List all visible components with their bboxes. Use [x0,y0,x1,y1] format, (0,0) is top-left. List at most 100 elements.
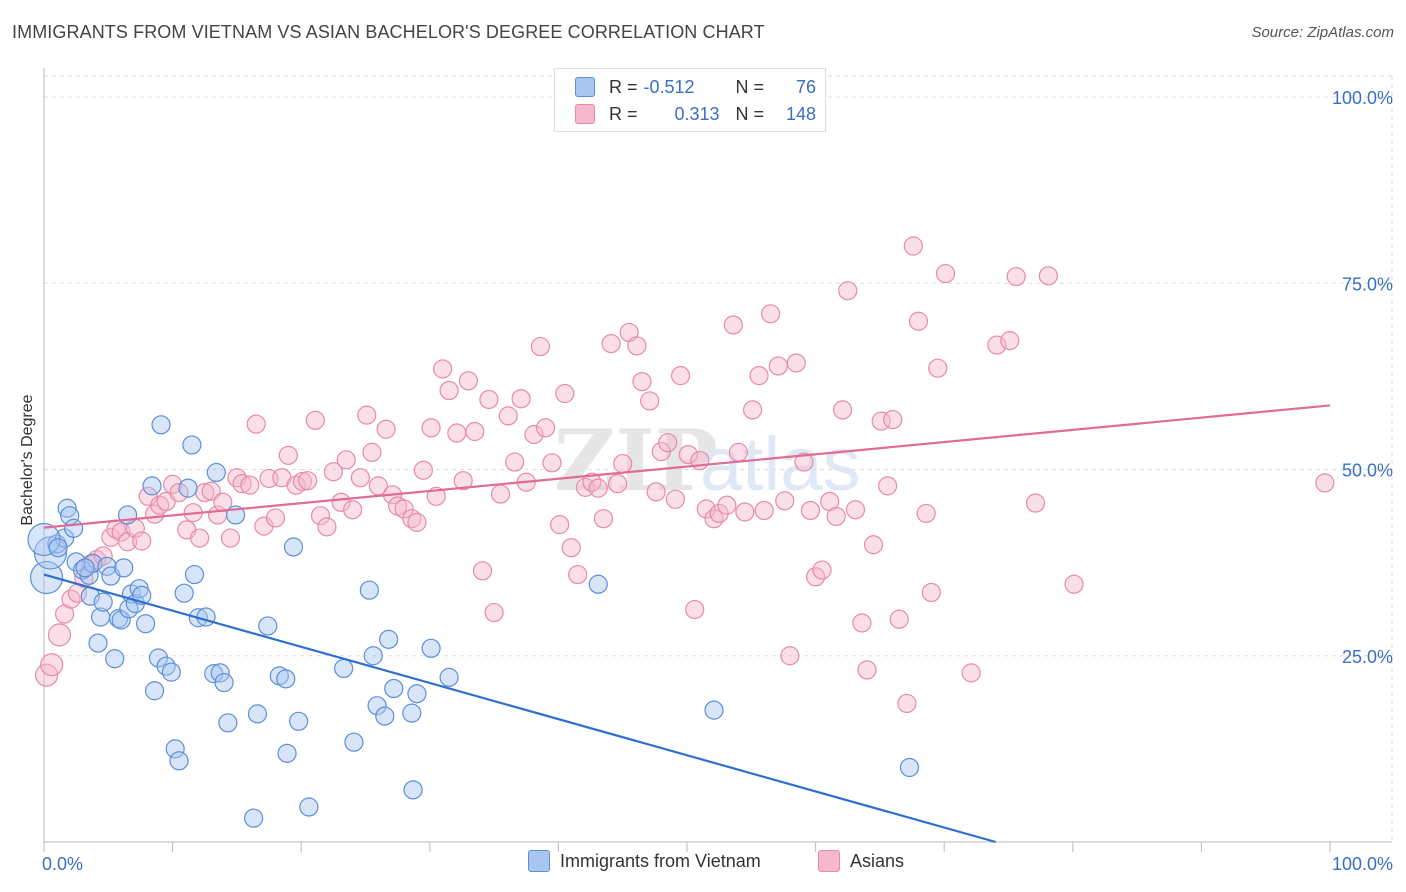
vietnam-point [151,415,171,435]
asians-point [47,623,72,647]
legend-item-asians: Asians [818,850,904,872]
vietnam-point [114,558,134,578]
asians-point [588,478,608,498]
asians-point [317,517,337,537]
asians-point [749,366,769,386]
asians-point [928,358,948,378]
vietnam-point [344,732,364,752]
vietnam-point [384,678,404,699]
asians-point [640,391,660,411]
asians-point [709,503,729,524]
vietnam-point [161,662,181,682]
asians-point [34,663,59,687]
asians-point [593,509,614,529]
vietnam-point [165,739,185,759]
vietnam-point [105,649,125,669]
vietnam-point [29,560,64,595]
asians-point [601,333,621,354]
vietnam-point [206,462,226,483]
vietnam-point [111,610,131,630]
asians-point [696,499,716,519]
asians-point [568,564,588,585]
stats-r-value-vietnam: -0.512 [643,76,695,97]
vietnam-points [27,415,920,828]
asians-point [665,489,686,509]
asians-points [34,236,1335,714]
asians-point [524,424,544,445]
axes [43,68,1392,852]
vietnam-point [439,667,459,687]
asians-point [530,336,550,357]
vietnam-point [169,751,189,771]
asians-point [775,491,795,511]
asians-point [535,418,556,438]
vietnam-point [899,757,920,778]
vietnam-point [367,696,387,716]
asians-point [232,474,252,494]
asians-point [863,535,884,555]
asians-point [632,371,652,392]
asians-point [838,281,858,301]
asians-point [350,468,370,488]
vietnam-point [144,681,165,701]
vietnam-point [97,556,117,576]
asians-point [278,445,298,465]
asians-point [447,423,467,443]
asians-point [490,484,511,504]
asians-point [1315,473,1335,493]
vietnam-point [75,558,95,578]
vietnam-point [88,633,108,653]
asians-point [627,336,647,356]
asians-point [357,405,377,425]
vietnam-point [363,646,383,666]
asians-point [201,481,221,501]
vietnam-point [334,658,354,679]
asians-point [833,400,853,420]
asians-point [74,568,94,588]
vietnam-point [403,780,423,800]
stats-swatch-asians [575,104,595,124]
vietnam-point [178,478,198,498]
legend-swatch-vietnam [528,850,550,872]
legend-swatch-asians [818,850,840,872]
stats-swatch-vietnam [575,77,595,97]
stats-r-label: R = [609,76,638,97]
asians-point [472,561,493,581]
asians-point [760,304,781,324]
y-tick-label: 50.0% [1342,461,1393,481]
asians-point [1038,266,1058,286]
stats-row-asians: R = 0.313 N = 148 [575,101,816,127]
asians-point [1000,331,1020,351]
stats-n-label: N = [735,103,765,124]
vietnam-point [218,713,238,733]
legend-label-vietnam: Immigrants from Vietnam [560,850,761,871]
asians-point [298,471,318,491]
asians-point [812,560,832,580]
vietnam-point [704,700,724,720]
asians-point [768,356,788,376]
x-tick-label: 100.0% [1332,854,1393,874]
asians-point [498,406,518,426]
asians-point [897,693,917,714]
asians-point [961,663,981,683]
asians-point [362,442,382,462]
asians-point [453,471,473,491]
asians-point [754,500,774,521]
asians-point [439,380,459,401]
asians-point [704,509,724,529]
asians-point [402,509,422,529]
asians-point [735,502,755,522]
asians-point [845,500,866,520]
vietnam-point [379,629,399,649]
asians-point [607,474,628,494]
asians-point [889,609,909,629]
vietnam-point [289,711,309,731]
asians-point [742,400,763,420]
asians-point [542,453,562,473]
asians-point [413,460,433,480]
y-tick-label: 75.0% [1342,274,1393,294]
asians-point [987,335,1007,355]
watermark: ZIP atlas [554,411,861,510]
bottom-legend: Immigrants from Vietnam Asians [0,850,1406,880]
